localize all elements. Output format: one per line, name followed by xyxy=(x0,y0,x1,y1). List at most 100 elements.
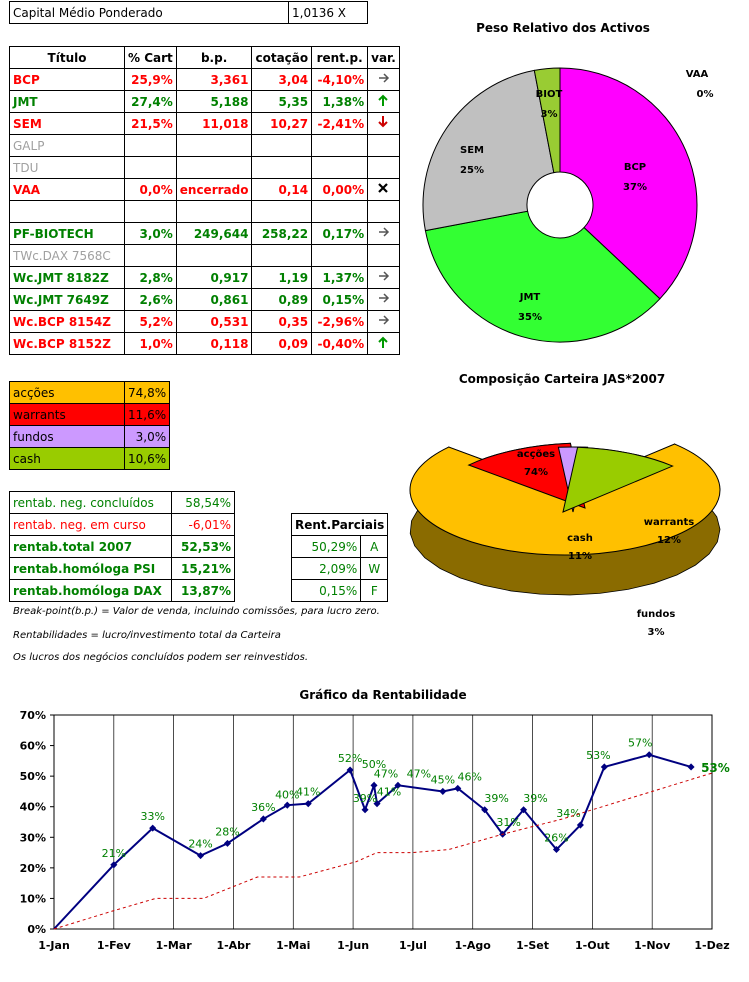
position-row: PF-BIOTECH 3,0% 249,644 258,22 0,17% xyxy=(9,222,400,245)
note-returns: Rentabilidades = lucro/investimento tota… xyxy=(13,630,281,641)
position-pct: 27,4% xyxy=(124,90,177,113)
pie3d-value-label: 3% xyxy=(648,627,665,638)
return-row: rentab.homóloga PSI 15,21% xyxy=(9,557,235,580)
position-cot: 0,89 xyxy=(251,288,313,311)
return-value: 15,21% xyxy=(171,557,235,580)
position-row: SEM 21,5% 11,018 10,27 -2,41% xyxy=(9,112,400,135)
position-pct xyxy=(124,134,177,157)
position-title: JMT xyxy=(9,90,125,113)
allocation-value: 11,6% xyxy=(123,403,171,426)
position-pct: 1,0% xyxy=(124,332,177,355)
data-label: 57% xyxy=(628,737,652,750)
position-bp: 0,531 xyxy=(175,310,253,333)
data-point xyxy=(481,806,489,814)
position-bp: 3,361 xyxy=(175,68,253,91)
positions-header-row: Título % Cart b.p. cotação rent.p. var. xyxy=(9,46,400,69)
pie3d-label: warrants xyxy=(644,517,694,528)
allocation-label: acções xyxy=(9,381,125,404)
partial-tag: A xyxy=(360,535,389,558)
y-tick-label: 30% xyxy=(20,831,46,844)
allocation-table: acções 74,8% warrants 11,6% fundos 3,0% cash 10… xyxy=(9,381,171,470)
partial-tag: F xyxy=(360,579,389,602)
y-tick-label: 20% xyxy=(20,862,46,875)
position-title: Wc.BCP 8154Z xyxy=(9,310,125,333)
x-tick-label: 1-Set xyxy=(516,939,549,952)
donut-label: BIOT xyxy=(536,89,563,100)
position-title: VAA xyxy=(9,178,125,201)
x-tick-label: 1-Nov xyxy=(634,939,671,952)
partial-value: 2,09% xyxy=(290,557,362,580)
position-cot: 0,14 xyxy=(251,178,313,201)
arrow-down-icon xyxy=(378,116,389,128)
col-cot: cotação xyxy=(251,46,313,69)
return-value: 13,87% xyxy=(171,579,235,602)
partial-value: 0,15% xyxy=(290,579,362,602)
return-value: 52,53% xyxy=(171,535,235,558)
data-label: 45% xyxy=(431,773,455,786)
position-cot: 1,19 xyxy=(251,266,313,289)
partial-row: 2,09% W xyxy=(290,557,389,580)
x-tick-label: 1-Jan xyxy=(38,939,70,952)
data-label: 41% xyxy=(377,786,401,799)
position-title: Wc.JMT 7649Z xyxy=(9,288,125,311)
col-pct: % Cart xyxy=(124,46,177,69)
allocation-label: fundos xyxy=(9,425,125,448)
position-row: TWc.DAX 7568C xyxy=(9,244,400,267)
line-chart: Gráfico da Rentabilidade 1-Jan 1-Fev 1-Mar… xyxy=(20,688,730,952)
data-label: 52% xyxy=(338,752,362,765)
return-value: 58,54% xyxy=(171,491,235,514)
position-row: Wc.BCP 8154Z 5,2% 0,531 0,35 -2,96% xyxy=(9,310,400,333)
note-breakpoint: Break-point(b.p.) = Valor de venda, incl… xyxy=(13,606,380,617)
position-cot: 5,35 xyxy=(251,90,313,113)
position-title: GALP xyxy=(9,134,125,157)
data-point xyxy=(520,806,528,814)
donut-slice-sem xyxy=(422,69,555,232)
y-tick-label: 0% xyxy=(27,923,46,936)
position-bp: 249,644 xyxy=(175,222,253,245)
data-label: 41% xyxy=(296,786,320,799)
position-bp xyxy=(175,200,253,223)
position-rent xyxy=(311,134,369,157)
pie3d-value-label: 74% xyxy=(524,467,548,478)
position-pct xyxy=(124,244,177,267)
position-cot: 10,27 xyxy=(251,112,313,135)
position-pct: 25,9% xyxy=(124,68,177,91)
donut-title: Peso Relativo dos Activos xyxy=(476,21,650,35)
donut-label: SEM xyxy=(460,145,484,156)
position-rent: 0,17% xyxy=(311,222,369,245)
return-label: rentab. neg. concluídos xyxy=(9,491,172,514)
position-row: TDU xyxy=(9,156,400,179)
arrow-right-icon xyxy=(379,73,390,83)
y-tick-label: 10% xyxy=(20,892,46,905)
allocation-row: warrants 11,6% xyxy=(9,403,171,426)
x-tick-label: 1-Mai xyxy=(276,939,310,952)
arrow-right-icon xyxy=(367,222,400,245)
arrow-up-icon xyxy=(378,94,389,106)
donut-slice-biot xyxy=(533,67,561,174)
pie3d-value-label: 11% xyxy=(568,551,592,562)
y-tick-label: 50% xyxy=(20,770,46,783)
x-tick-label: 1-Dez xyxy=(694,939,729,952)
position-row: BCP 25,9% 3,361 3,04 -4,10% xyxy=(9,68,400,91)
position-bp: 5,188 xyxy=(175,90,253,113)
position-cot xyxy=(251,156,313,179)
position-row: VAA 0,0% encerrado 0,14 0,00% xyxy=(9,178,400,201)
benchmark-line xyxy=(53,772,713,930)
pie3d-label: fundos xyxy=(637,609,676,620)
data-point xyxy=(687,763,695,771)
position-rent: -2,96% xyxy=(311,310,369,333)
cross-icon xyxy=(367,178,400,201)
donut-slice-bcp xyxy=(559,67,698,300)
position-bp xyxy=(175,134,253,157)
data-point xyxy=(283,801,291,809)
data-point xyxy=(552,845,561,854)
allocation-value: 3,0% xyxy=(123,425,171,448)
arrow-up-icon xyxy=(378,336,389,348)
allocation-row: fundos 3,0% xyxy=(9,425,171,448)
return-label: rentab.total 2007 xyxy=(9,535,172,558)
position-rent xyxy=(311,244,369,267)
return-row: rentab.total 2007 52,53% xyxy=(9,535,235,558)
partials-header: Rent.Parciais xyxy=(290,513,389,536)
position-cot: 0,09 xyxy=(251,332,313,355)
partial-row: 0,15% F xyxy=(290,579,389,602)
